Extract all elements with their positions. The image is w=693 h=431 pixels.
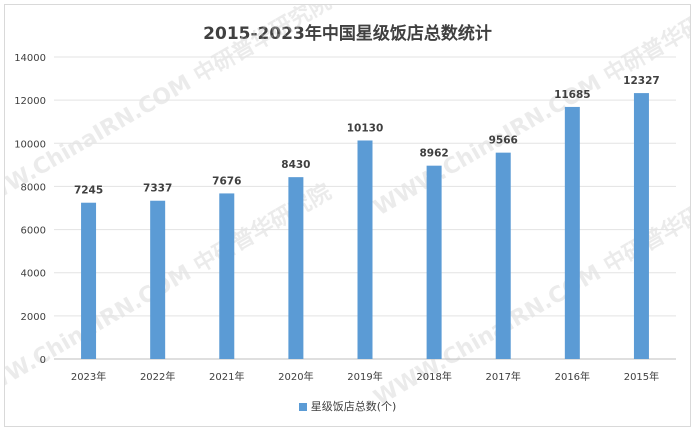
y-tick-label: 14000 xyxy=(14,53,46,64)
bar-chart: WWW.ChinaIRN.COM 中研普华研究院WWW.ChinaIRN.COM… xyxy=(5,5,690,411)
y-tick-label: 10000 xyxy=(14,139,46,150)
x-tick-label: 2018年 xyxy=(416,370,451,383)
x-tick-label: 2019年 xyxy=(347,370,382,383)
data-label: 10130 xyxy=(347,122,384,134)
chart-frame: 2015-2023年中国星级饭店总数统计 WWW.ChinaIRN.COM 中研… xyxy=(4,4,691,427)
data-label: 8430 xyxy=(281,159,310,171)
bar xyxy=(288,177,304,359)
legend-label: 星级饭店总数(个) xyxy=(310,400,397,413)
data-label: 7245 xyxy=(74,185,103,197)
x-tick-label: 2015年 xyxy=(624,370,659,383)
bar xyxy=(495,152,511,359)
chart-title: 2015-2023年中国星级饭店总数统计 xyxy=(203,24,492,44)
bar xyxy=(426,165,442,359)
y-tick-label: 6000 xyxy=(21,226,46,237)
data-label: 9566 xyxy=(489,135,518,147)
y-tick-label: 2000 xyxy=(21,312,46,323)
bar xyxy=(633,93,649,360)
data-label: 8962 xyxy=(419,148,448,160)
bar xyxy=(219,193,235,359)
y-tick-label: 8000 xyxy=(21,182,46,193)
x-tick-label: 2022年 xyxy=(140,370,175,383)
x-tick-label: 2016年 xyxy=(555,370,590,383)
x-tick-label: 2020年 xyxy=(278,370,313,383)
data-label: 11685 xyxy=(554,89,591,101)
y-tick-label: 4000 xyxy=(21,269,46,280)
bar xyxy=(81,202,97,359)
y-tick-label: 0 xyxy=(40,355,46,366)
x-tick-label: 2017年 xyxy=(485,370,520,383)
legend: 星级饭店总数(个) xyxy=(5,398,690,414)
data-label: 7676 xyxy=(212,175,241,187)
bar xyxy=(150,200,166,359)
x-tick-label: 2023年 xyxy=(71,370,106,383)
data-label: 7337 xyxy=(143,183,172,195)
x-tick-label: 2021年 xyxy=(209,370,244,383)
y-tick-label: 12000 xyxy=(14,96,46,107)
data-label: 12327 xyxy=(623,75,660,87)
bar xyxy=(564,106,580,359)
bar xyxy=(357,140,373,359)
legend-swatch xyxy=(298,403,307,411)
